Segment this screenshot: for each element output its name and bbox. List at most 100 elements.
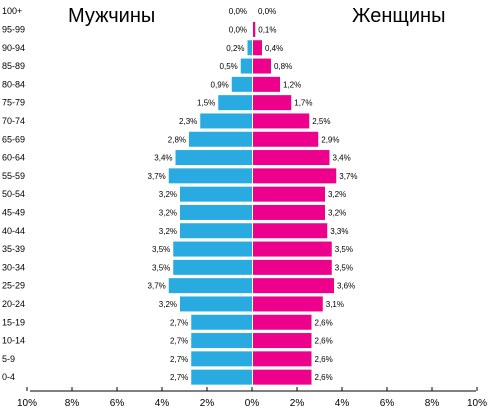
- value-label-male-15-19: 2,7%: [170, 318, 188, 327]
- age-label-75-79: 75-79: [2, 98, 25, 108]
- value-label-male-0-4: 2,7%: [170, 373, 188, 382]
- bar-male-30-34: [173, 259, 252, 275]
- value-label-female-100plus: 0,0%: [258, 7, 276, 16]
- value-label-male-90-94: 0,2%: [226, 44, 244, 53]
- age-label-30-34: 30-34: [2, 262, 25, 272]
- value-label-male-35-39: 3,5%: [152, 245, 170, 254]
- bar-male-50-54: [180, 186, 252, 202]
- bar-male-55-59: [168, 168, 252, 184]
- age-label-95-99: 95-99: [2, 24, 25, 34]
- bar-male-75-79: [218, 95, 252, 111]
- value-label-female-60-64: 3,4%: [333, 154, 351, 163]
- bar-female-35-39: [253, 241, 332, 257]
- age-label-50-54: 50-54: [2, 189, 25, 199]
- x-tick-label: 8%: [65, 398, 80, 409]
- x-tick-label: 6%: [380, 398, 395, 409]
- age-label-60-64: 60-64: [2, 153, 25, 163]
- value-label-male-45-49: 3,2%: [159, 208, 177, 217]
- age-label-5-9: 5-9: [2, 354, 15, 364]
- value-label-female-10-14: 2,6%: [315, 337, 333, 346]
- age-label-15-19: 15-19: [2, 317, 25, 327]
- x-tick-label: 4%: [335, 398, 350, 409]
- bar-female-45-49: [253, 204, 325, 220]
- bar-female-70-74: [253, 113, 310, 129]
- bar-female-5-9: [253, 351, 312, 367]
- value-label-female-70-74: 2,5%: [312, 117, 330, 126]
- bar-male-80-84: [231, 76, 252, 92]
- age-label-0-4: 0-4: [2, 372, 15, 382]
- value-label-male-80-84: 0,9%: [211, 80, 229, 89]
- value-label-female-35-39: 3,5%: [335, 245, 353, 254]
- bar-female-0-4: [253, 369, 312, 385]
- value-label-male-70-74: 2,3%: [179, 117, 197, 126]
- value-label-female-65-69: 2,9%: [321, 135, 339, 144]
- value-label-female-85-89: 0,8%: [274, 62, 292, 71]
- bar-male-15-19: [191, 314, 252, 330]
- bar-female-50-54: [253, 186, 325, 202]
- bar-male-0-4: [191, 369, 252, 385]
- bar-female-55-59: [253, 168, 337, 184]
- value-label-male-75-79: 1,5%: [197, 99, 215, 108]
- bar-male-70-74: [200, 113, 252, 129]
- age-label-40-44: 40-44: [2, 226, 25, 236]
- x-tick-label: 2%: [200, 398, 215, 409]
- x-tick-label: 10%: [467, 398, 487, 409]
- value-label-female-5-9: 2,6%: [315, 355, 333, 364]
- bar-male-90-94: [247, 40, 252, 56]
- value-label-male-100plus: 0,0%: [229, 7, 247, 16]
- value-label-female-40-44: 3,3%: [330, 227, 348, 236]
- bar-female-30-34: [253, 259, 332, 275]
- bar-female-10-14: [253, 333, 312, 349]
- right-title: Женщины: [352, 5, 445, 27]
- age-label-65-69: 65-69: [2, 134, 25, 144]
- value-label-male-95-99: 0,0%: [229, 25, 247, 34]
- age-label-10-14: 10-14: [2, 336, 25, 346]
- bar-female-15-19: [253, 314, 312, 330]
- age-label-20-24: 20-24: [2, 299, 25, 309]
- labels-layer: 100+ 0,0% 0,0% 95-99 0,0% 0,1% 90-94 0,2% 0,4% 85…: [2, 6, 357, 382]
- value-label-female-0-4: 2,6%: [315, 373, 333, 382]
- value-label-male-5-9: 2,7%: [170, 355, 188, 364]
- bar-female-85-89: [253, 58, 271, 74]
- value-label-female-55-59: 3,7%: [339, 172, 357, 181]
- value-label-female-50-54: 3,2%: [328, 190, 346, 199]
- bar-male-60-64: [175, 150, 252, 166]
- x-tick-label: 0%: [245, 398, 260, 409]
- value-label-male-30-34: 3,5%: [152, 263, 170, 272]
- x-tick-label: 6%: [110, 398, 125, 409]
- value-label-male-65-69: 2,8%: [168, 135, 186, 144]
- bar-female-65-69: [253, 131, 319, 147]
- x-tick-label: 4%: [155, 398, 170, 409]
- x-tick-label: 10%: [17, 398, 37, 409]
- x-tick-label: 2%: [290, 398, 305, 409]
- x-tick-label: 8%: [425, 398, 440, 409]
- value-label-female-95-99: 0,1%: [258, 25, 276, 34]
- age-label-90-94: 90-94: [2, 43, 25, 53]
- value-label-female-15-19: 2,6%: [315, 318, 333, 327]
- value-label-female-30-34: 3,5%: [335, 263, 353, 272]
- left-title: Мужчины: [68, 5, 155, 27]
- bar-male-20-24: [180, 296, 252, 312]
- value-label-male-20-24: 3,2%: [159, 300, 177, 309]
- bar-female-80-84: [253, 76, 280, 92]
- value-label-male-85-89: 0,5%: [220, 62, 238, 71]
- value-label-female-25-29: 3,6%: [337, 282, 355, 291]
- age-label-70-74: 70-74: [2, 116, 25, 126]
- value-label-male-25-29: 3,7%: [148, 282, 166, 291]
- age-label-85-89: 85-89: [2, 61, 25, 71]
- x-axis: 10% 8% 6% 4% 2% 0% 2% 4% 6% 8% 10%: [17, 387, 487, 409]
- bar-female-40-44: [253, 223, 328, 239]
- bar-male-45-49: [180, 204, 252, 220]
- bar-female-75-79: [253, 95, 292, 111]
- bar-female-20-24: [253, 296, 323, 312]
- bar-male-65-69: [189, 131, 252, 147]
- value-label-female-20-24: 3,1%: [326, 300, 344, 309]
- value-label-male-60-64: 3,4%: [154, 154, 172, 163]
- bars-layer: [168, 21, 337, 385]
- value-label-female-75-79: 1,7%: [294, 99, 312, 108]
- value-label-male-50-54: 3,2%: [159, 190, 177, 199]
- age-label-25-29: 25-29: [2, 281, 25, 291]
- bar-male-10-14: [191, 333, 252, 349]
- bar-male-85-89: [240, 58, 252, 74]
